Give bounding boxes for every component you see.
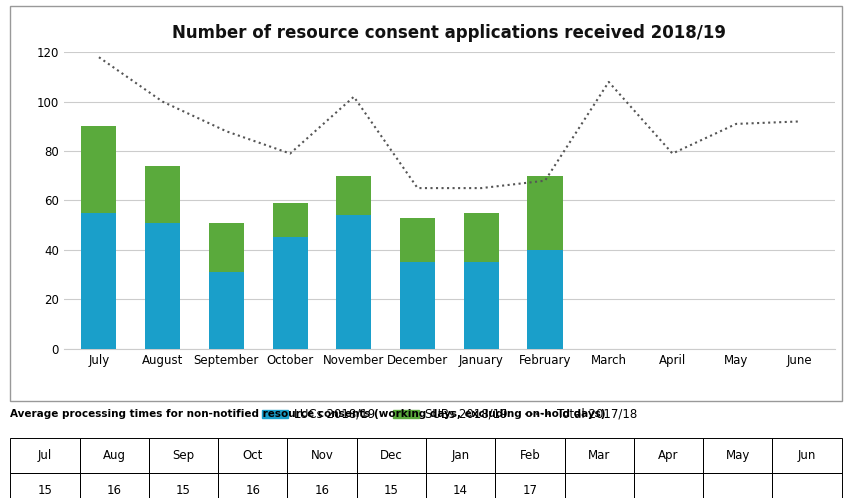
Text: 16: 16 xyxy=(106,484,122,497)
Text: Jun: Jun xyxy=(798,449,816,462)
Text: Apr: Apr xyxy=(659,449,679,462)
Text: Dec: Dec xyxy=(380,449,403,462)
Bar xyxy=(82,126,117,213)
Bar xyxy=(149,438,218,473)
Bar xyxy=(565,473,634,498)
Bar xyxy=(773,473,842,498)
Text: 16: 16 xyxy=(314,484,330,497)
Bar xyxy=(565,438,634,473)
Text: Nov: Nov xyxy=(311,449,333,462)
Bar xyxy=(287,473,357,498)
Text: Mar: Mar xyxy=(588,449,610,462)
Bar xyxy=(426,473,495,498)
Bar xyxy=(463,262,498,349)
Bar xyxy=(527,176,562,250)
Bar xyxy=(79,438,149,473)
Title: Number of resource consent applications received 2018/19: Number of resource consent applications … xyxy=(172,24,727,42)
Bar xyxy=(634,473,703,498)
Bar xyxy=(400,218,435,262)
Bar xyxy=(218,473,287,498)
Bar xyxy=(10,473,79,498)
Bar xyxy=(209,223,244,272)
Text: 15: 15 xyxy=(176,484,191,497)
Text: 15: 15 xyxy=(384,484,399,497)
Legend: LUCs 2018/19, SUBs 2018/19, Total 2017/18: LUCs 2018/19, SUBs 2018/19, Total 2017/1… xyxy=(257,403,642,426)
Text: May: May xyxy=(726,449,750,462)
Bar xyxy=(495,438,565,473)
Bar xyxy=(149,473,218,498)
Text: Oct: Oct xyxy=(243,449,263,462)
Bar xyxy=(273,238,308,349)
Bar xyxy=(773,438,842,473)
Bar xyxy=(145,223,180,349)
Text: 15: 15 xyxy=(37,484,52,497)
Bar xyxy=(634,438,703,473)
Bar xyxy=(495,473,565,498)
Bar xyxy=(703,473,773,498)
Text: Jul: Jul xyxy=(37,449,52,462)
Bar xyxy=(337,215,371,349)
Text: Jan: Jan xyxy=(452,449,469,462)
Bar xyxy=(82,213,117,349)
Text: 17: 17 xyxy=(522,484,538,497)
Text: 14: 14 xyxy=(453,484,468,497)
Bar xyxy=(79,473,149,498)
Bar xyxy=(527,250,562,349)
Bar xyxy=(357,438,426,473)
Bar xyxy=(426,438,495,473)
Bar xyxy=(273,203,308,238)
Bar xyxy=(287,438,357,473)
Bar xyxy=(209,272,244,349)
Bar xyxy=(463,213,498,262)
Bar xyxy=(145,166,180,223)
Text: 16: 16 xyxy=(245,484,260,497)
Bar xyxy=(10,438,79,473)
Bar xyxy=(400,262,435,349)
Bar xyxy=(357,473,426,498)
Text: Feb: Feb xyxy=(520,449,540,462)
Text: Average processing times for non-notified resource consents (working days, exclu: Average processing times for non-notifie… xyxy=(10,409,606,419)
Bar xyxy=(337,176,371,215)
Text: Sep: Sep xyxy=(172,449,194,462)
Text: Aug: Aug xyxy=(103,449,125,462)
Bar xyxy=(218,438,287,473)
Bar xyxy=(703,438,773,473)
